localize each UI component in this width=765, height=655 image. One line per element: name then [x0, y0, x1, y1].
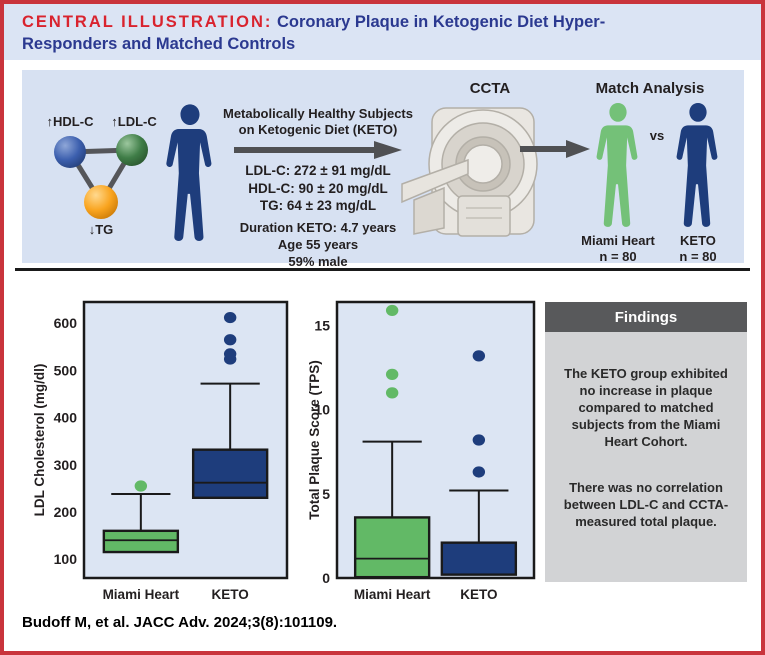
box — [353, 516, 431, 579]
y-tick-label: 300 — [54, 457, 78, 473]
match-analysis-title: Match Analysis — [595, 80, 705, 97]
findings-header: Findings — [545, 302, 747, 332]
y-tick-label: 5 — [322, 486, 330, 502]
outlier-dot — [472, 350, 486, 362]
ct-scanner-icon — [401, 107, 538, 237]
findings-paragraph-2: There was no correlation between LDL-C a… — [563, 480, 729, 530]
y-tick-label: 100 — [54, 551, 78, 567]
age-detail: Age 55 years — [277, 236, 359, 252]
category-label: Miami Heart — [103, 587, 180, 602]
miami-heart-cohort-label: Miami Heart n = 80 — [567, 233, 669, 266]
ccta-label: CCTA — [469, 80, 511, 97]
duration-detail: Duration KETO: 4.7 years — [239, 219, 397, 235]
box — [102, 529, 180, 554]
y-tick-label: 15 — [314, 318, 330, 334]
subject-description: Metabolically Healthy Subjects on Ketoge… — [220, 106, 416, 271]
arrow-right-icon — [234, 141, 402, 160]
keto-name: KETO — [680, 233, 716, 248]
ldl-boxplot-svg: 100 200 300 400 500 600 LDL Cholesterol (mg/dl… — [32, 300, 289, 602]
tg-node-icon — [84, 185, 118, 219]
miami-heart-name: Miami Heart — [581, 233, 655, 248]
findings-paragraph-1: The KETO group exhibited no increase in … — [564, 366, 728, 449]
heading-line1: Metabolically Healthy Subjects — [222, 106, 413, 121]
subject-heading: Metabolically Healthy Subjects on Ketoge… — [220, 106, 416, 137]
cohort-details: Duration KETO: 4.7 years Age 55 years 59… — [220, 220, 416, 271]
arrow-right-icon — [520, 140, 590, 158]
findings-panel: Findings The KETO group exhibited no inc… — [545, 302, 747, 582]
category-label: KETO — [212, 587, 249, 602]
miami-heart-person-icon — [596, 103, 638, 227]
lipid-triangle-diagram: ↑HDL-C ↑LDL-C ↓TG — [47, 114, 158, 237]
section-divider — [15, 268, 750, 271]
title-line1: Coronary Plaque in Ketogenic Diet Hyper- — [276, 13, 606, 31]
hdl-node-icon — [54, 136, 86, 168]
findings-body: The KETO group exhibited no increase in … — [545, 332, 747, 582]
box — [440, 541, 518, 576]
category-label: Miami Heart — [354, 587, 431, 602]
category-label: KETO — [460, 587, 497, 602]
title-line2: Responders and Matched Controls — [22, 35, 296, 54]
keto-n: n = 80 — [679, 249, 717, 265]
y-tick-label: 0 — [322, 570, 330, 586]
outlier-dot — [472, 434, 486, 446]
tg-stat: TG: 64 ± 23 mg/dL — [259, 198, 377, 214]
y-axis-label: LDL Cholesterol (mg/dl) — [32, 364, 47, 517]
outlier-dot — [223, 311, 237, 324]
illustration-panel: ↑HDL-C ↑LDL-C ↓TG Metabolically Healthy … — [22, 70, 744, 269]
vs-label: vs — [649, 128, 665, 143]
tg-down-label: ↓TG — [89, 222, 114, 237]
ldl-stat: LDL-C: 272 ± 91 mg/dL — [245, 163, 391, 179]
outlier-dot — [223, 348, 237, 360]
y-tick-label: 600 — [54, 315, 78, 331]
outlier-dot — [472, 466, 486, 478]
citation: Budoff M, et al. JACC Adv. 2024;3(8):101… — [22, 614, 338, 631]
box — [191, 448, 269, 499]
miami-heart-n: n = 80 — [599, 249, 637, 265]
ldl-up-label: ↑LDL-C — [111, 114, 157, 129]
ldl-boxplot-chart: 100 200 300 400 500 600 LDL Cholesterol (mg/dl… — [30, 296, 304, 612]
hdl-up-label: ↑HDL-C — [47, 114, 95, 129]
outlier-dot — [385, 368, 399, 380]
y-axis-label: Total Plaque Score (TPS) — [307, 360, 322, 520]
outlier-dot — [223, 334, 237, 346]
hdl-stat: HDL-C: 90 ± 20 mg/dL — [248, 180, 388, 196]
y-tick-label: 200 — [54, 504, 78, 520]
y-tick-label: 400 — [54, 410, 78, 426]
outlier-dot — [134, 480, 148, 492]
heading-line2: on Ketogenic Diet (KETO) — [238, 121, 398, 137]
lipid-stats: LDL-C: 272 ± 91 mg/dL HDL-C: 90 ± 20 mg/… — [220, 162, 416, 215]
tps-boxplot-svg: 0 5 10 15 Total Plaque Score (TPS) Miami Hear… — [307, 300, 536, 602]
keto-person-icon — [676, 103, 718, 227]
subject-person-icon — [166, 104, 212, 241]
sex-detail: 59% male — [288, 253, 348, 269]
outlier-dot — [385, 387, 399, 399]
title-prefix: CENTRAL ILLUSTRATION: — [22, 13, 273, 31]
title-band: CENTRAL ILLUSTRATION: Coronary Plaque in… — [4, 4, 761, 60]
ldl-node-icon — [116, 134, 148, 166]
figure-title: CENTRAL ILLUSTRATION: Coronary Plaque in… — [22, 11, 742, 56]
keto-cohort-label: KETO n = 80 — [663, 233, 733, 266]
y-tick-label: 10 — [314, 402, 330, 418]
y-tick-label: 500 — [54, 362, 78, 378]
outlier-dot — [385, 304, 399, 317]
tps-boxplot-chart: 0 5 10 15 Total Plaque Score (TPS) Miami Hear… — [305, 296, 549, 612]
